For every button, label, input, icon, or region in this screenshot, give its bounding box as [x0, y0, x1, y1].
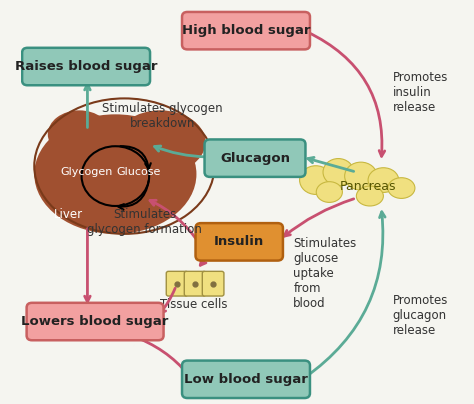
Text: Stimulates glycogen
breakdown: Stimulates glycogen breakdown: [102, 102, 223, 130]
Ellipse shape: [316, 182, 342, 202]
FancyBboxPatch shape: [202, 271, 224, 296]
Text: Tissue cells: Tissue cells: [160, 298, 228, 311]
Ellipse shape: [34, 114, 196, 234]
Text: Glucose: Glucose: [117, 167, 161, 177]
Text: Lowers blood sugar: Lowers blood sugar: [21, 315, 169, 328]
Ellipse shape: [300, 166, 332, 194]
Ellipse shape: [115, 110, 205, 174]
Ellipse shape: [388, 178, 415, 198]
FancyBboxPatch shape: [184, 271, 206, 296]
Ellipse shape: [356, 186, 383, 206]
Text: Stimulates
glycogen formation: Stimulates glycogen formation: [87, 208, 202, 236]
Text: Liver: Liver: [54, 208, 82, 221]
Ellipse shape: [323, 158, 354, 186]
Text: Insulin: Insulin: [214, 236, 264, 248]
Text: Promotes
insulin
release: Promotes insulin release: [392, 71, 448, 114]
Ellipse shape: [48, 110, 111, 158]
Text: High blood sugar: High blood sugar: [182, 24, 310, 37]
Text: Glycogen: Glycogen: [60, 167, 112, 177]
FancyBboxPatch shape: [182, 361, 310, 398]
Text: Raises blood sugar: Raises blood sugar: [15, 60, 157, 73]
Text: Pancreas: Pancreas: [339, 179, 396, 193]
Text: Promotes
glucagon
release: Promotes glucagon release: [392, 294, 448, 337]
Text: Glucagon: Glucagon: [220, 152, 290, 165]
Ellipse shape: [368, 168, 399, 192]
FancyBboxPatch shape: [205, 139, 305, 177]
FancyBboxPatch shape: [22, 48, 150, 85]
Text: Low blood sugar: Low blood sugar: [184, 373, 308, 386]
FancyBboxPatch shape: [27, 303, 164, 340]
Text: Stimulates
glucose
uptake
from
blood: Stimulates glucose uptake from blood: [293, 237, 356, 310]
FancyBboxPatch shape: [166, 271, 188, 296]
FancyBboxPatch shape: [196, 223, 283, 261]
Ellipse shape: [345, 162, 377, 190]
FancyBboxPatch shape: [182, 12, 310, 49]
